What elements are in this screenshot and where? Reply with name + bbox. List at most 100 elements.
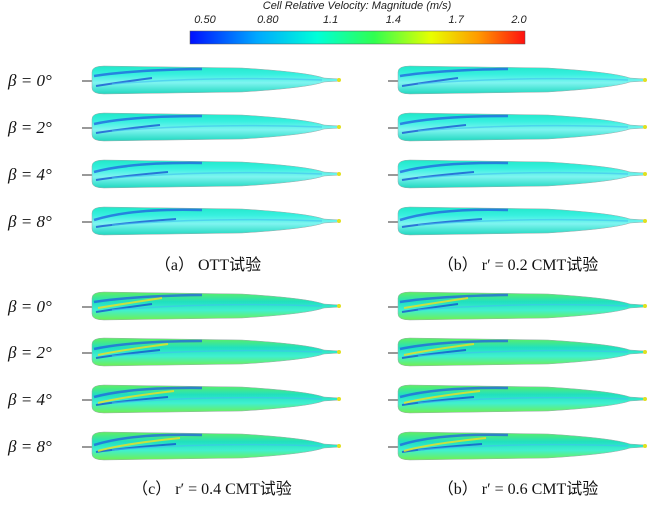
- streak: [93, 293, 203, 304]
- streak: [93, 339, 203, 351]
- streak: [95, 77, 153, 87]
- tip: [337, 304, 341, 308]
- panel-caption: （a） OTT试验: [155, 256, 261, 274]
- blade-contour: [82, 384, 341, 414]
- streak: [401, 349, 467, 359]
- streak: [111, 443, 323, 451]
- streak: [93, 161, 203, 174]
- tip: [643, 350, 647, 354]
- streak: [399, 161, 509, 174]
- streak: [111, 396, 323, 404]
- beta-label: β = 2°: [7, 343, 52, 362]
- streak: [401, 77, 459, 87]
- colorbar-title: Cell Relative Velocity: Magnitude (m/s): [263, 0, 452, 12]
- tip: [643, 397, 647, 401]
- streak: [93, 386, 203, 399]
- streak: [97, 390, 175, 404]
- streak: [95, 303, 153, 313]
- streak: [399, 208, 509, 222]
- streak: [417, 443, 629, 451]
- beta-label: β = 8°: [7, 212, 52, 231]
- streak: [401, 303, 459, 313]
- streak: [111, 77, 323, 85]
- panel-caption: （b） r′ = 0.6 CMT试验: [438, 480, 599, 498]
- blade-contour: [388, 337, 647, 367]
- blade-contour: [388, 431, 647, 461]
- tip: [337, 172, 341, 176]
- streak: [93, 208, 203, 222]
- streak: [97, 297, 163, 309]
- streak: [401, 124, 467, 134]
- streak: [93, 433, 203, 447]
- streak: [399, 433, 509, 447]
- beta-label: β = 2°: [7, 118, 52, 137]
- streak: [111, 303, 323, 311]
- streak: [403, 437, 487, 452]
- streak: [95, 171, 169, 181]
- colorbar: [189, 30, 526, 45]
- blade-contour: [388, 291, 647, 321]
- blade-contour: [388, 384, 647, 414]
- streak: [95, 349, 161, 359]
- streak: [95, 124, 161, 134]
- blade-contour: [82, 337, 341, 367]
- streak: [417, 171, 629, 179]
- blade-contour: [388, 112, 647, 142]
- streak: [417, 218, 629, 226]
- streak: [401, 171, 475, 181]
- panel-caption: （c） r′ = 0.4 CMT试验: [132, 480, 292, 498]
- colorbar-tick-label: 1.7: [449, 14, 465, 26]
- streak: [403, 343, 475, 356]
- colorbar-tick-label: 2.0: [510, 14, 527, 26]
- blade-contour: [82, 291, 341, 321]
- streak: [111, 124, 323, 132]
- tip: [337, 125, 341, 129]
- streak: [399, 386, 509, 399]
- streak: [403, 390, 481, 404]
- blade-contour: [388, 159, 647, 189]
- beta-label: β = 0°: [7, 71, 52, 90]
- streak: [399, 67, 509, 78]
- streak: [97, 437, 181, 452]
- blade-contour: [82, 112, 341, 142]
- tip: [337, 444, 341, 448]
- beta-label: β = 0°: [7, 297, 52, 316]
- streak: [417, 303, 629, 311]
- streak: [93, 67, 203, 78]
- blade-contour: [388, 65, 647, 95]
- colorbar-tick-label: 0.80: [257, 14, 279, 26]
- tip: [337, 350, 341, 354]
- colorbar-tick-label: 1.4: [386, 14, 401, 26]
- panel-caption: （b） r′ = 0.2 CMT试验: [438, 256, 599, 274]
- colorbar-tick-label: 0.50: [194, 14, 216, 26]
- tip: [643, 304, 647, 308]
- streak: [97, 343, 169, 356]
- tip: [643, 219, 647, 223]
- tip: [643, 78, 647, 82]
- streak: [399, 293, 509, 304]
- blade-contour: [82, 431, 341, 461]
- tip: [337, 78, 341, 82]
- blade-contour: [388, 206, 647, 236]
- blade-contour: [82, 206, 341, 236]
- streak: [401, 396, 475, 406]
- tip: [643, 125, 647, 129]
- tip: [337, 397, 341, 401]
- blade-contour: [82, 159, 341, 189]
- streak: [111, 349, 323, 357]
- streak: [403, 297, 469, 309]
- streak: [399, 339, 509, 351]
- beta-label: β = 8°: [7, 437, 52, 456]
- colorbar-tick-label: 1.1: [323, 14, 338, 26]
- tip: [337, 219, 341, 223]
- tip: [643, 172, 647, 176]
- streak: [417, 77, 629, 85]
- streak: [417, 396, 629, 404]
- beta-label: β = 4°: [7, 165, 52, 184]
- streak: [95, 396, 169, 406]
- streak: [111, 171, 323, 179]
- streak: [417, 124, 629, 132]
- streak: [417, 349, 629, 357]
- streak: [93, 114, 203, 126]
